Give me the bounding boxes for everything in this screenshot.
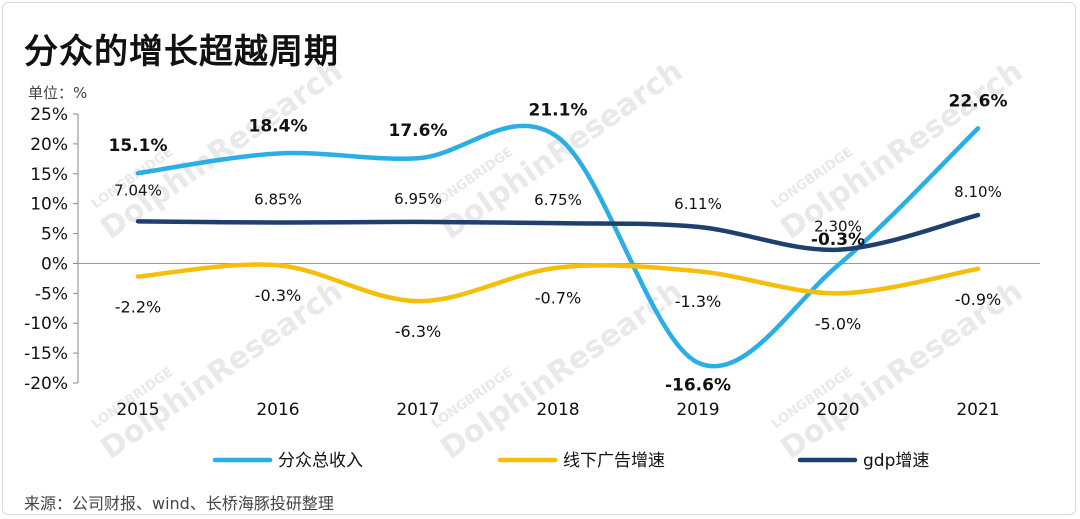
legend-label-gdp: gdp增速 [863, 451, 929, 471]
data-label-gdp: 8.10% [954, 183, 1002, 201]
x-tick-label: 2020 [816, 400, 859, 420]
series-line-gdp [135, 212, 981, 253]
data-label-revenue: 17.6% [389, 121, 448, 141]
x-tick-label: 2016 [256, 400, 299, 420]
y-tick-label: 0% [41, 254, 68, 274]
data-label-gdp: 2.30% [814, 218, 862, 236]
data-label-offline-ad: -0.7% [535, 289, 581, 308]
data-label-offline-ad: -0.9% [955, 290, 1001, 309]
y-tick-label: 5% [41, 225, 68, 245]
y-tick-label: 20% [30, 135, 68, 155]
y-tick-label: -20% [24, 374, 68, 394]
legend-label-offline-ad: 线下广告增速 [563, 451, 665, 471]
data-label-gdp: 6.11% [674, 195, 722, 213]
x-tick-label: 2019 [676, 400, 719, 420]
unit-label: 单位：% [28, 84, 88, 102]
data-label-offline-ad: -5.0% [815, 314, 861, 333]
legend: 分众总收入 线下广告增速 gdp增速 [212, 451, 929, 471]
data-label-offline-ad: -2.2% [115, 298, 161, 317]
data-label-revenue: 21.1% [529, 100, 588, 120]
data-label-revenue: 22.6% [949, 91, 1008, 111]
data-label-gdp: 6.95% [394, 190, 442, 208]
data-label-gdp: 6.85% [254, 190, 302, 208]
x-tick-label: 2017 [396, 400, 439, 420]
y-tick-label: -5% [35, 284, 68, 304]
y-tick-label: -10% [24, 314, 68, 334]
x-tick-label: 2015 [116, 400, 159, 420]
x-tick-label: 2018 [536, 400, 579, 420]
data-label-offline-ad: -1.3% [675, 292, 721, 311]
legend-label-revenue: 分众总收入 [278, 451, 363, 471]
y-tick-label: 10% [30, 195, 68, 215]
series-lines [135, 123, 981, 369]
source-note: 来源：公司财报、wind、长桥海豚投研整理 [24, 494, 334, 513]
data-label-offline-ad: -0.3% [255, 286, 301, 305]
data-label-gdp: 6.75% [534, 191, 582, 209]
chart-title: 分众的增长超越周期 [24, 32, 339, 72]
data-label-revenue: -16.6% [665, 376, 731, 396]
data-labels: 15.1% 18.4% 17.6% 21.1% -16.6% -0.3% 22.6% -2.2… [109, 91, 1008, 395]
series-line-revenue [135, 123, 981, 369]
data-label-revenue: -0.3% [811, 230, 865, 250]
axes: 25% 20% 15% 10% 5% 0% -5% -10% -15% -20% 2015 2016 2… [24, 105, 1040, 420]
data-label-revenue: 18.4% [249, 116, 308, 136]
y-tick-label: 15% [30, 165, 68, 185]
y-tick-label: -15% [24, 344, 68, 364]
data-label-revenue: 15.1% [109, 136, 168, 156]
x-tick-label: 2021 [956, 400, 999, 420]
series-line-offline-ad [135, 262, 981, 304]
data-label-offline-ad: -6.3% [395, 322, 441, 341]
y-tick-label: 25% [30, 105, 68, 125]
watermark-main-text: DolphinResearch [775, 54, 1029, 247]
watermark-main-text: DolphinResearch [435, 54, 689, 247]
data-label-gdp: 7.04% [114, 181, 162, 199]
